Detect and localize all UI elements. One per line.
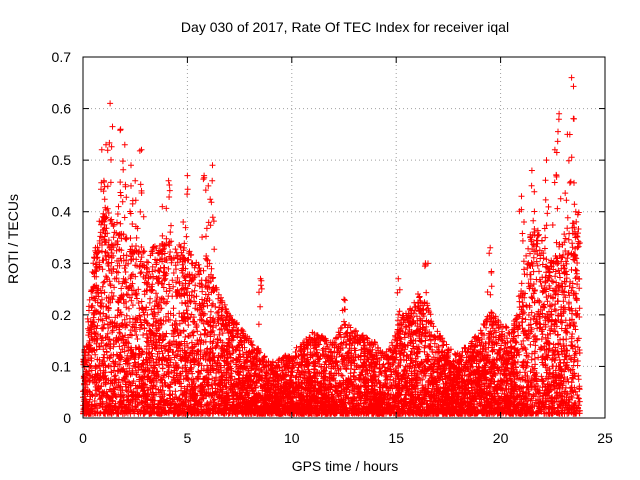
y-tick-label: 0.5 [52,152,72,168]
chart-title: Day 030 of 2017, Rate Of TEC Index for r… [181,19,509,35]
y-tick-label: 0.7 [52,49,72,65]
y-axis-label: ROTI / TECUs [5,194,21,284]
x-tick-label: 25 [597,430,613,446]
y-tick-label: 0.2 [52,307,72,323]
axis-ticks [82,56,606,419]
plot-frame [82,56,606,419]
y-tick-label: 0.1 [52,358,72,374]
x-tick-label: 20 [493,430,509,446]
x-tick-label: 15 [388,430,404,446]
y-tick-label: 0.3 [52,255,72,271]
x-tick-labels: 0 5 10 15 20 25 [79,430,613,446]
y-tick-label: 0 [63,410,71,426]
y-tick-label: 0.4 [52,204,72,220]
y-tick-labels: 0 0.1 0.2 0.3 0.4 0.5 0.6 0.7 [52,49,72,426]
y-tick-label: 0.6 [52,101,72,117]
x-tick-label: 5 [184,430,192,446]
x-tick-label: 0 [79,430,87,446]
roti-scatter-points [80,74,583,417]
x-tick-label: 10 [284,430,300,446]
grid-lines [83,57,605,418]
x-axis-label: GPS time / hours [292,458,399,474]
data-points [80,74,583,417]
